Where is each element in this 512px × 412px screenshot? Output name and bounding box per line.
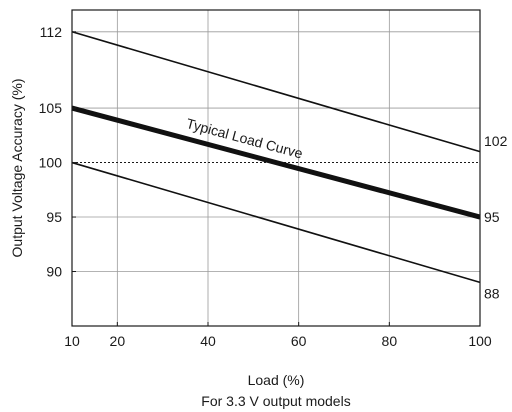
y-tick-label-105: 105 <box>39 100 63 116</box>
series-line-typical <box>71 105 481 220</box>
y-axis-label: Output Voltage Accuracy (%) <box>9 79 25 258</box>
x-tick-label-100: 100 <box>468 333 492 349</box>
right-label-102: 102 <box>484 133 508 149</box>
plot-frame <box>71 9 481 327</box>
right-label-88: 88 <box>484 285 500 301</box>
x-tick-label-10: 10 <box>64 333 80 349</box>
y-tick-label-100: 100 <box>39 155 63 171</box>
x-tick-labels: 10 20 40 60 80 100 <box>64 322 492 349</box>
x-tick-label-60: 60 <box>291 333 307 349</box>
x-tick-label-80: 80 <box>382 333 398 349</box>
x-axis-label: Load (%) <box>248 372 305 388</box>
right-label-95: 95 <box>484 209 500 225</box>
grid <box>72 10 480 326</box>
chart-caption: For 3.3 V output models <box>201 393 350 409</box>
series-line-upper-limit <box>71 31 481 153</box>
y-tick-labels: 90 95 100 105 112 <box>39 24 76 280</box>
x-tick-label-20: 20 <box>110 333 126 349</box>
series-group <box>71 31 481 284</box>
y-tick-label-112: 112 <box>40 24 63 40</box>
right-labels: 102 95 88 <box>484 133 508 302</box>
y-tick-label-90: 90 <box>46 264 62 280</box>
x-tick-label-40: 40 <box>200 333 216 349</box>
series-line-lower-limit <box>71 161 481 284</box>
y-tick-label-95: 95 <box>46 209 62 225</box>
